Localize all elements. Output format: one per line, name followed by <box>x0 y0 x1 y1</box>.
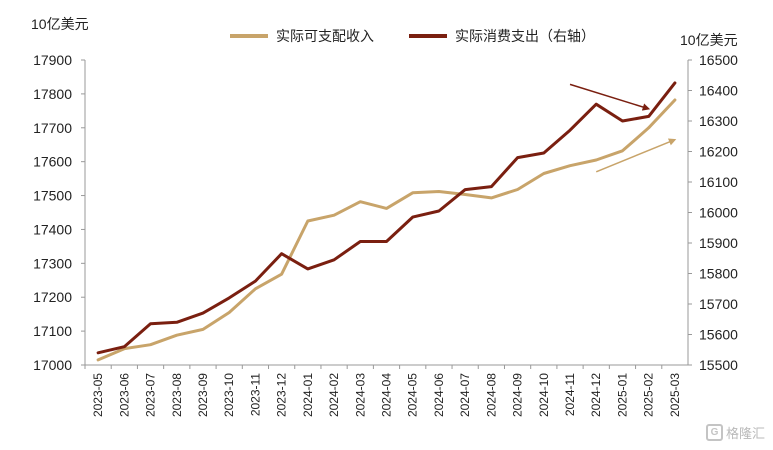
x-tick-label: 2024-01 <box>301 373 315 417</box>
trend-arrow <box>595 138 677 173</box>
right-tick-label: 16100 <box>699 174 738 190</box>
right-tick-label: 16300 <box>699 113 738 129</box>
legend-item-income: 实际可支配收入 <box>230 26 374 46</box>
watermark-text: 格隆汇 <box>725 426 765 441</box>
right-tick-label: 16000 <box>699 205 738 221</box>
left-tick-label: 17800 <box>33 86 72 102</box>
x-tick-label: 2024-06 <box>432 373 446 417</box>
x-tick-label: 2024-09 <box>511 373 525 417</box>
left-tick-label: 17900 <box>33 52 72 68</box>
legend-label-income: 实际可支配收入 <box>276 28 374 44</box>
x-tick-label: 2023-10 <box>222 373 236 417</box>
left-axis-unit: 10亿美元 <box>31 16 89 32</box>
legend-swatch-consumption <box>409 34 447 38</box>
x-tick-label: 2024-10 <box>537 373 551 417</box>
right-tick-label: 15800 <box>699 266 738 282</box>
legend-label-consumption: 实际消费支出（右轴） <box>455 28 595 44</box>
right-tick-label: 16400 <box>699 83 738 99</box>
x-tick-label: 2023-08 <box>170 373 184 417</box>
left-tick-label: 17200 <box>33 289 72 305</box>
x-tick-label: 2023-05 <box>91 373 105 417</box>
series-line-consumption <box>96 81 677 355</box>
x-tick-label: 2024-07 <box>458 373 472 417</box>
left-tick-label: 17600 <box>33 154 72 170</box>
left-tick-label: 17700 <box>33 120 72 136</box>
x-tick-label: 2023-12 <box>275 373 289 417</box>
right-tick-label: 15900 <box>699 235 738 251</box>
x-tick-label: 2025-03 <box>668 373 682 417</box>
chart-axes: 17000 17100 17200 17300 17400 17500 17600 17700… <box>33 52 738 417</box>
legend-swatch-income <box>230 34 268 38</box>
x-tick-label: 2023-11 <box>248 373 262 416</box>
right-tick-label: 16500 <box>699 52 738 68</box>
series-line-income <box>96 98 677 362</box>
left-tick-label: 17000 <box>33 357 72 373</box>
x-tick-label: 2024-11 <box>563 373 577 416</box>
legend-item-consumption: 实际消费支出（右轴） <box>409 26 595 46</box>
x-tick-label: 2024-04 <box>380 373 394 417</box>
x-tick-label: 2024-12 <box>589 373 603 417</box>
trend-arrow <box>569 83 651 111</box>
right-tick-label: 15600 <box>699 327 738 343</box>
watermark: G 格隆汇 <box>705 423 765 442</box>
x-tick-label: 2024-03 <box>353 373 367 417</box>
left-tick-label: 17300 <box>33 255 72 271</box>
x-tick-label: 2024-02 <box>327 373 341 417</box>
x-tick-label: 2023-06 <box>117 373 131 417</box>
x-tick-label: 2024-08 <box>484 373 498 417</box>
x-tick-label: 2025-02 <box>642 373 656 417</box>
right-axis-unit: 10亿美元 <box>680 32 738 48</box>
x-tick-label: 2025-01 <box>615 373 629 417</box>
left-tick-label: 17400 <box>33 221 72 237</box>
right-tick-label: 15700 <box>699 296 738 312</box>
left-tick-label: 17500 <box>33 188 72 204</box>
left-tick-label: 17100 <box>33 323 72 339</box>
x-tick-label: 2023-07 <box>144 373 158 417</box>
watermark-logo-icon: G <box>705 424 723 441</box>
x-tick-label: 2023-09 <box>196 373 210 417</box>
right-tick-label: 16200 <box>699 144 738 160</box>
chart-annotations <box>569 83 677 173</box>
right-tick-label: 15500 <box>699 357 738 373</box>
x-tick-label: 2024-05 <box>406 373 420 417</box>
chart-lines <box>96 81 677 362</box>
